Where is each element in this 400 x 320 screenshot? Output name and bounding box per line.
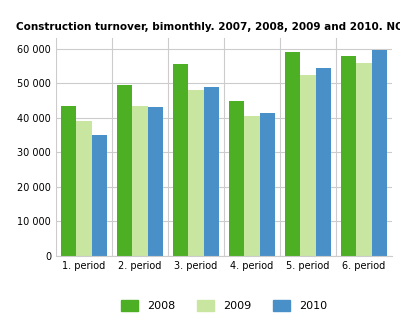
Bar	[244, 116, 260, 256]
Bar	[92, 135, 107, 256]
Bar	[316, 68, 331, 256]
Text: Construction turnover, bimonthly. 2007, 2008, 2009 and 2010. NOK million: Construction turnover, bimonthly. 2007, …	[16, 22, 400, 32]
Bar	[76, 121, 92, 256]
Bar	[341, 56, 356, 256]
Bar	[117, 85, 132, 256]
Bar	[372, 51, 387, 256]
Legend: 2008, 2009, 2010: 2008, 2009, 2010	[117, 295, 331, 316]
Bar	[148, 108, 163, 256]
Bar	[300, 75, 316, 256]
Bar	[132, 106, 148, 256]
Bar	[188, 90, 204, 256]
Bar	[229, 100, 244, 256]
Bar	[61, 106, 76, 256]
Bar	[204, 87, 219, 256]
Bar	[356, 63, 372, 256]
Bar	[260, 113, 275, 256]
Bar	[173, 64, 188, 256]
Bar	[285, 52, 300, 256]
